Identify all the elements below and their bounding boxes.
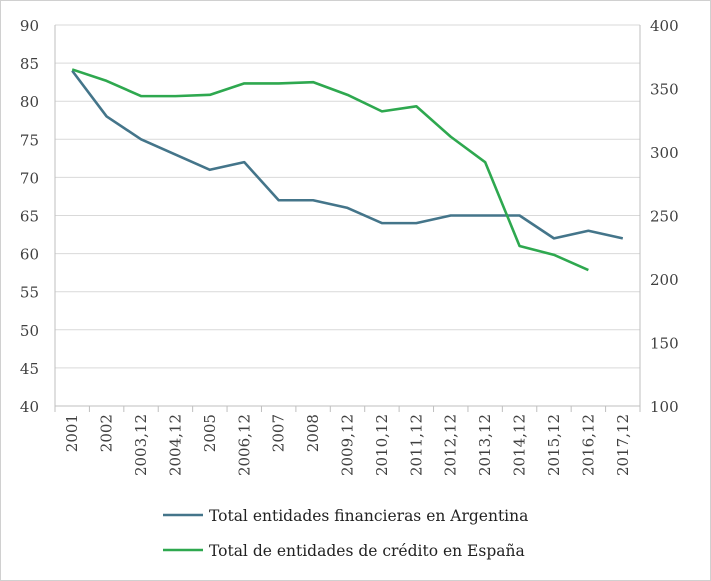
y-left-tick-label: 50 — [20, 322, 39, 340]
y-left-tick-label: 40 — [20, 398, 39, 416]
x-tick-label: 2001 — [63, 414, 81, 452]
x-tick-label: 2005 — [201, 414, 219, 452]
x-tick-label: 2016,12 — [579, 414, 597, 476]
legend-label: Total de entidades de crédito en España — [209, 542, 525, 560]
x-tick-label: 2004,12 — [166, 414, 184, 476]
x-tick-label: 2010,12 — [373, 414, 391, 476]
y-left-tick-label: 85 — [20, 55, 39, 73]
x-tick-label: 2008 — [304, 414, 322, 452]
y-left-tick-label: 90 — [20, 17, 39, 35]
y-left-tick-label: 55 — [20, 284, 39, 302]
y-left-tick-label: 60 — [20, 246, 39, 264]
y-left-tick-label: 70 — [20, 169, 39, 187]
x-tick-label: 2013,12 — [476, 414, 494, 476]
x-tick-label: 2009,12 — [339, 414, 357, 476]
x-tick-label: 2002 — [98, 414, 116, 452]
x-tick-label: 2012,12 — [442, 414, 460, 476]
x-tick-label: 2003,12 — [132, 414, 150, 476]
y-right-tick-label: 400 — [650, 17, 679, 35]
x-tick-label: 2014,12 — [511, 414, 529, 476]
y-right-tick-label: 300 — [650, 144, 679, 162]
y-right-tick-label: 250 — [650, 208, 679, 226]
x-tick-label: 2006,12 — [235, 414, 253, 476]
x-tick-label: 2007 — [270, 414, 288, 452]
legend-label: Total entidades financieras en Argentina — [209, 507, 528, 525]
series-line-espana — [71, 68, 589, 272]
y-right-tick-label: 350 — [650, 81, 679, 99]
y-left-tick-label: 65 — [20, 208, 39, 226]
x-tick-label: 2011,12 — [407, 414, 425, 476]
x-tick-label: 2015,12 — [545, 414, 563, 476]
x-tick-label: 2017,12 — [614, 414, 632, 476]
y-right-tick-label: 100 — [650, 398, 679, 416]
y-right-tick-label: 200 — [650, 271, 679, 289]
y-right-tick-label: 150 — [650, 335, 679, 353]
y-left-tick-label: 75 — [20, 131, 39, 149]
y-left-tick-label: 80 — [20, 93, 39, 111]
y-left-tick-label: 45 — [20, 360, 39, 378]
